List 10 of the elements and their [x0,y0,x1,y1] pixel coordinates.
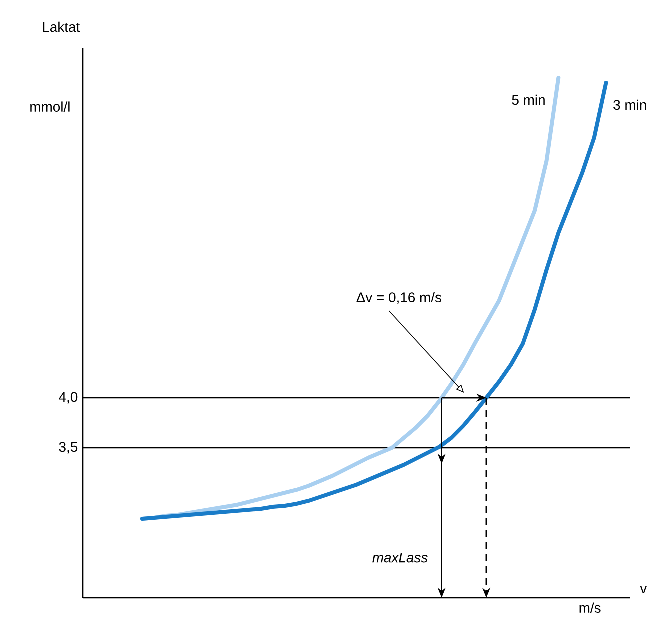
y-axis-title: Laktat [43,22,80,32]
series-label: 5 min [512,94,545,106]
text: m/s [580,602,601,614]
annotation: maxLass [372,552,428,563]
y-tick-label: 3,5 [59,442,78,454]
text: mmol/l [30,102,70,112]
series-label: 3 min [614,100,646,110]
y-tick-label: 4,0 [59,392,78,404]
text: v [640,586,648,594]
annotation: Δv = 0,16 m/s [356,292,442,304]
